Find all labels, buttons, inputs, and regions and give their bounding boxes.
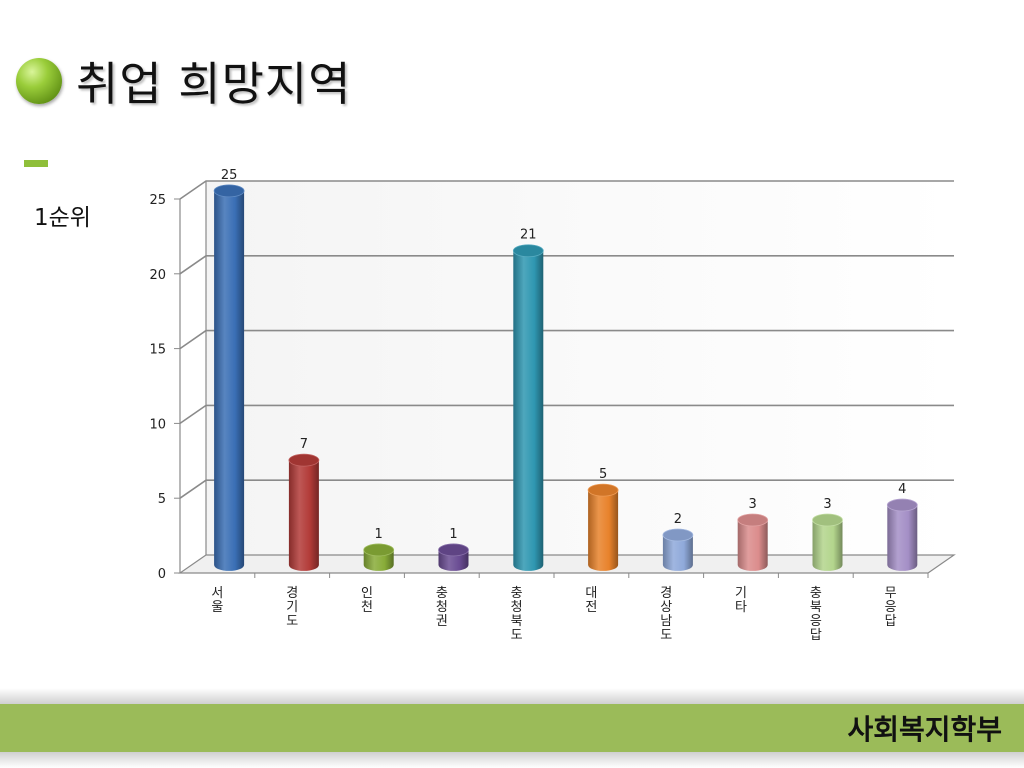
bar-기타 <box>737 520 768 571</box>
bar-경상남도 <box>662 534 693 571</box>
data-label: 21 <box>520 228 537 243</box>
data-label: 1 <box>375 527 383 542</box>
green-bullet-icon <box>16 58 62 104</box>
bar-top-충북응답 <box>812 513 843 527</box>
bar-충북응답 <box>812 520 843 571</box>
data-label: 1 <box>449 527 457 542</box>
bar-top-인천 <box>363 543 395 557</box>
bar-충청북도 <box>513 250 544 571</box>
footer-bar: 사회복지학부 <box>0 704 1024 752</box>
footer-shadow <box>0 688 1024 704</box>
bar-무응답 <box>887 505 918 571</box>
y-tick-label: 5 <box>158 492 166 507</box>
bar-chart: 0 5 10 15 20 25 25 7 1 1 21 5 2 3 3 4 서 울 경 기 도 인 천 충 청 권 충 청 북 도 대 전… <box>149 168 956 643</box>
footer-text: 사회복지학부 <box>847 713 1002 746</box>
category-label-layer: 서 울 경 기 도 인 천 충 청 권 충 청 북 도 대 전 경 상 남 도 기 타 충 북 응 답 무 응 답 <box>211 586 896 643</box>
label-layer: 25 7 1 1 21 5 2 3 3 4 <box>221 168 907 542</box>
bar-top-대전 <box>587 483 619 497</box>
subtitle: 1순위 <box>34 205 91 231</box>
y-tick-label: 20 <box>149 268 166 283</box>
footer-bottom-shade <box>0 752 1024 768</box>
bar-경기도 <box>288 460 319 571</box>
data-label: 3 <box>749 497 757 512</box>
chart-back-wall <box>206 181 954 555</box>
data-label: 3 <box>823 497 831 512</box>
data-label: 7 <box>300 437 308 452</box>
bar-top-경상남도 <box>662 528 694 542</box>
tick-layer: 0 5 10 15 20 25 <box>149 193 166 582</box>
bar-top-경기도 <box>288 453 320 467</box>
bar-top-충청북도 <box>512 244 544 258</box>
bar-top-기타 <box>737 513 769 527</box>
y-tick-label: 25 <box>149 193 166 208</box>
data-label: 5 <box>599 467 607 482</box>
data-label: 4 <box>898 482 906 497</box>
bar-top-무응답 <box>886 498 918 512</box>
green-dash-icon <box>24 160 48 167</box>
page-title: 취업 희망지역 <box>76 57 352 111</box>
y-tick-label: 15 <box>149 343 166 358</box>
bar-서울 <box>214 190 245 571</box>
bar-layer <box>213 184 918 571</box>
title-row: 취업 희망지역 <box>16 46 352 116</box>
data-label: 25 <box>221 168 238 183</box>
y-tick-label: 0 <box>158 567 166 582</box>
y-tick-label: 10 <box>149 417 166 432</box>
bar-top-충청권 <box>438 543 469 557</box>
bar-대전 <box>588 490 619 571</box>
bar-top-서울 <box>213 184 245 198</box>
data-label: 2 <box>674 512 682 527</box>
